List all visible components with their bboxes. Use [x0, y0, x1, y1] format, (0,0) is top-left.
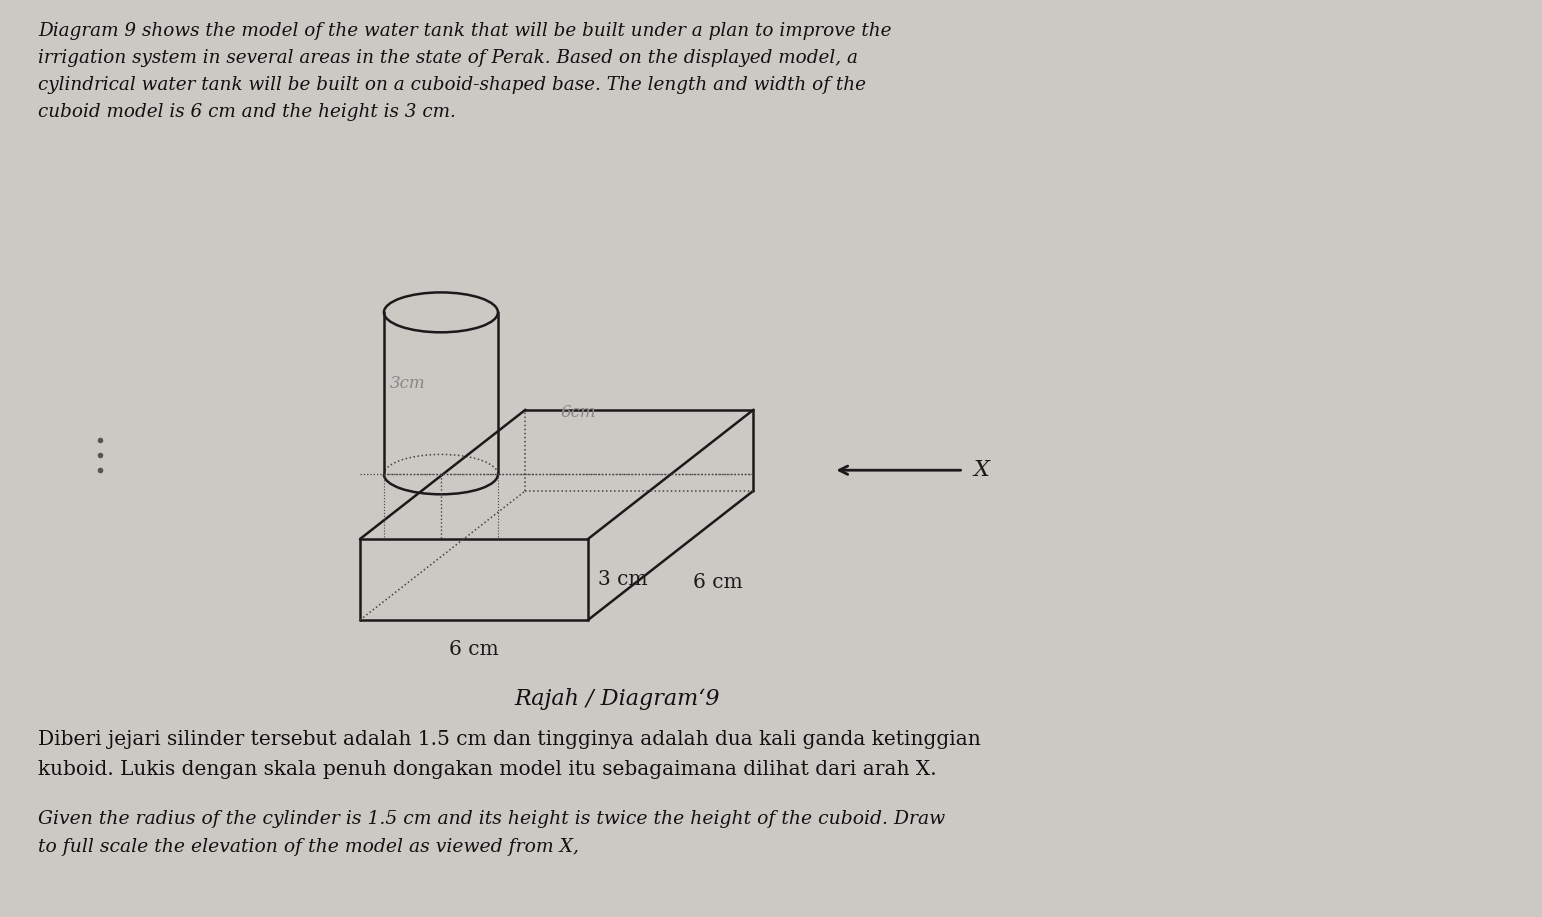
Text: irrigation system in several areas in the state of Perak. Based on the displayed: irrigation system in several areas in th… [39, 49, 857, 67]
Text: kuboid. Lukis dengan skala penuh dongakan model itu sebagaimana dilihat dari ara: kuboid. Lukis dengan skala penuh dongaka… [39, 760, 936, 779]
Text: 3 cm: 3 cm [598, 570, 648, 589]
Text: to full scale the elevation of the model as viewed from X,: to full scale the elevation of the model… [39, 838, 578, 856]
Text: cylindrical water tank will be built on a cuboid-shaped base. The length and wid: cylindrical water tank will be built on … [39, 76, 867, 94]
Text: Diagram 9 shows the model of the water tank that will be built under a plan to i: Diagram 9 shows the model of the water t… [39, 22, 891, 40]
Text: 6 cm: 6 cm [449, 640, 500, 659]
Text: 6cm: 6cm [561, 403, 597, 421]
Text: Rajah / Diagram‘9: Rajah / Diagram‘9 [513, 688, 720, 710]
Text: Given the radius of the cylinder is 1.5 cm and its height is twice the height of: Given the radius of the cylinder is 1.5 … [39, 810, 945, 828]
Text: X: X [973, 459, 990, 481]
Text: cuboid model is 6 cm and the height is 3 cm.: cuboid model is 6 cm and the height is 3… [39, 103, 456, 121]
Text: 6 cm: 6 cm [694, 573, 743, 592]
Text: 3cm: 3cm [390, 375, 426, 392]
Text: Diberi jejari silinder tersebut adalah 1.5 cm dan tingginya adalah dua kali gand: Diberi jejari silinder tersebut adalah 1… [39, 730, 981, 749]
